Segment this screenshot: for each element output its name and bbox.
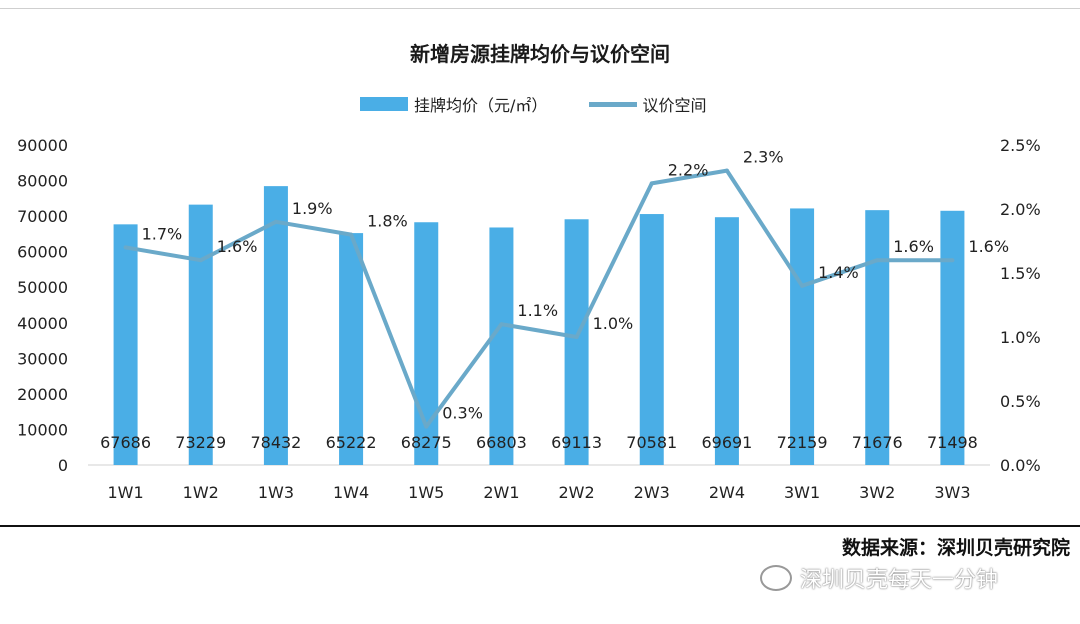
y-right-tick-label: 0.5% <box>1000 392 1041 411</box>
legend-bar-swatch <box>360 97 408 111</box>
bar <box>790 208 815 465</box>
bar <box>564 219 589 465</box>
line-point <box>123 245 128 250</box>
line-point <box>724 168 729 173</box>
bar-value-label: 68275 <box>401 433 452 452</box>
bar-value-label: 71498 <box>927 433 978 452</box>
line-value-label: 2.2% <box>668 160 709 179</box>
y-right-tick-label: 2.0% <box>1000 200 1041 219</box>
y-left-tick-label: 50000 <box>17 278 68 297</box>
bar-value-label: 67686 <box>100 433 151 452</box>
line-point <box>649 181 654 186</box>
bar-value-label: 72159 <box>777 433 828 452</box>
y-left-tick-label: 40000 <box>17 314 68 333</box>
line-value-label: 1.0% <box>593 314 634 333</box>
y-right-tick-label: 0.0% <box>1000 456 1041 475</box>
y-left-tick-label: 90000 <box>17 136 68 155</box>
x-tick-label: 1W2 <box>183 483 219 502</box>
chart-title: 新增房源挂牌均价与议价空间 <box>410 42 670 66</box>
x-tick-label: 2W1 <box>483 483 519 502</box>
y-left-tick-label: 70000 <box>17 207 68 226</box>
line-series <box>125 168 953 429</box>
bottom-rule <box>0 525 1080 527</box>
bar-value-label: 78432 <box>250 433 301 452</box>
legend-bar-label: 挂牌均价（元/㎡） <box>414 96 548 115</box>
watermark: 深圳贝壳每天一分钟 <box>760 562 998 594</box>
y-left-tick-label: 30000 <box>17 349 68 368</box>
bar <box>940 210 965 465</box>
y-right-tick-label: 2.5% <box>1000 136 1041 155</box>
line-point <box>349 232 354 237</box>
line-value-label: 1.4% <box>818 263 859 282</box>
line-value-label: 1.8% <box>367 212 408 231</box>
combo-chart: 0 10000 20000 30000 40000 50000 60000 70000 8000… <box>17 136 1041 502</box>
bar <box>113 224 138 465</box>
line-value-label: 1.6% <box>217 237 258 256</box>
bar <box>263 186 288 465</box>
line-point <box>800 283 805 288</box>
line-value-label: 1.9% <box>292 199 333 218</box>
bar-value-label: 69113 <box>551 433 602 452</box>
line-point <box>273 219 278 224</box>
line-point <box>574 335 579 339</box>
x-tick-label: 2W4 <box>709 483 745 502</box>
bar-value-label: 73229 <box>175 433 226 452</box>
line-value-label: 1.7% <box>142 224 183 243</box>
y-left-tick-label: 20000 <box>17 385 68 404</box>
line-value-label: 1.6% <box>893 237 934 256</box>
x-tick-label: 1W3 <box>258 483 294 502</box>
legend-line-swatch <box>588 101 637 107</box>
line-value-label: 1.6% <box>968 237 1009 256</box>
y-left-tick-label: 0 <box>58 456 68 475</box>
x-tick-label: 1W4 <box>333 483 369 502</box>
y-right-tick-label: 1.0% <box>1000 328 1041 347</box>
line-point <box>424 424 429 429</box>
bar <box>714 217 739 465</box>
x-tick-label: 1W5 <box>408 483 444 502</box>
bar-value-label: 70581 <box>626 433 677 452</box>
bar <box>188 204 213 465</box>
wechat-icon <box>760 565 792 591</box>
source-note: 数据来源：深圳贝壳研究院 <box>841 537 1070 559</box>
line-value-label: 1.1% <box>517 301 558 320</box>
line-value-label: 2.3% <box>743 148 784 167</box>
bar-value-label: 65222 <box>326 433 377 452</box>
bar <box>489 227 514 465</box>
bar <box>339 233 364 465</box>
line-point <box>198 258 203 263</box>
bar <box>865 210 890 465</box>
line-point <box>499 322 504 327</box>
legend-line-label: 议价空间 <box>642 96 707 115</box>
line-value-label: 0.3% <box>442 404 483 423</box>
x-tick-label: 1W1 <box>107 483 143 502</box>
y-left-tick-label: 60000 <box>17 243 68 262</box>
bar-value-label: 66803 <box>476 433 527 452</box>
y-left-tick-label: 80000 <box>17 172 68 191</box>
x-tick-label: 3W3 <box>934 483 970 502</box>
bar-value-label: 71676 <box>852 433 903 452</box>
watermark-text: 深圳贝壳每天一分钟 <box>800 568 999 593</box>
line-point <box>875 258 880 263</box>
x-tick-label: 2W3 <box>634 483 670 502</box>
x-tick-label: 2W2 <box>558 483 594 502</box>
x-tick-label: 3W2 <box>859 483 895 502</box>
y-left-tick-label: 10000 <box>17 420 68 439</box>
y-right-tick-label: 1.5% <box>1000 264 1041 283</box>
bar <box>639 214 664 465</box>
x-tick-label: 3W1 <box>784 483 820 502</box>
legend: 挂牌均价（元/㎡） 议价空间 <box>360 92 707 116</box>
bar-value-label: 69691 <box>701 433 752 452</box>
line-point <box>950 258 955 263</box>
top-rule <box>0 8 1080 9</box>
